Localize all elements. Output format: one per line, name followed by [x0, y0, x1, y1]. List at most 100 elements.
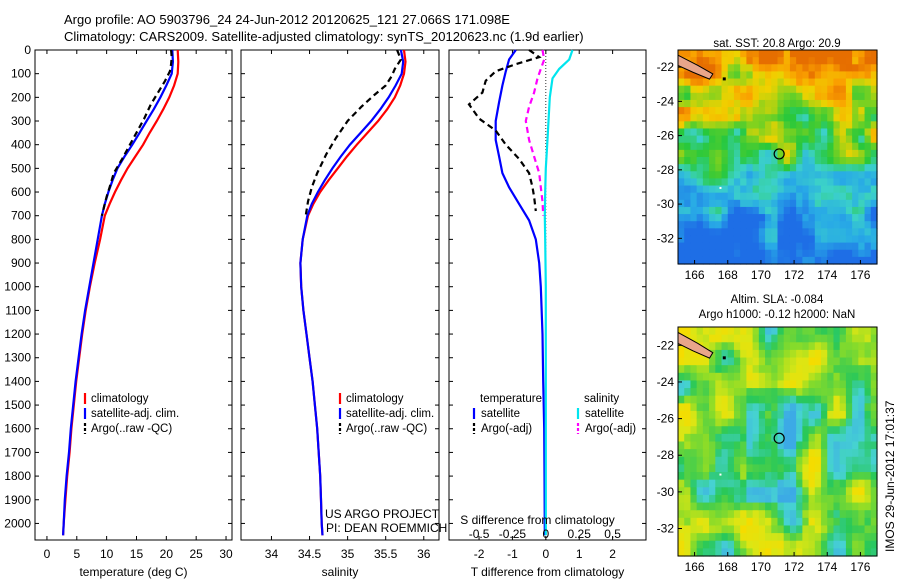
map-cell — [721, 71, 729, 80]
map-cell — [864, 464, 872, 473]
map-cell — [702, 214, 710, 222]
map-cell — [684, 142, 692, 151]
map-cell — [821, 85, 828, 94]
x-tick-label: 170 — [751, 560, 771, 574]
map-cell — [833, 380, 841, 389]
map-cell — [690, 418, 698, 427]
map-cell — [858, 206, 866, 215]
map-cell — [789, 171, 797, 179]
map-cell — [758, 99, 766, 108]
map-cell — [746, 242, 754, 251]
map-cell — [858, 142, 866, 151]
map-cell — [858, 157, 866, 165]
map-cell — [746, 327, 754, 336]
map-cell — [765, 464, 772, 473]
map-cell — [678, 365, 685, 374]
map-cell — [845, 525, 853, 534]
map-cell — [864, 199, 872, 208]
map-cell — [771, 487, 779, 496]
map-cell — [796, 256, 803, 265]
map-cell — [709, 533, 716, 542]
map-cell — [733, 380, 741, 389]
map-cell — [864, 157, 872, 165]
map-cell — [758, 548, 766, 557]
map-cell — [870, 494, 878, 504]
map-cell — [777, 149, 785, 158]
map-cell — [758, 418, 766, 427]
map-cell — [802, 380, 810, 389]
map-cell — [733, 57, 741, 65]
map-cell — [740, 199, 748, 208]
map-cell — [765, 472, 772, 481]
map-cell — [740, 372, 748, 382]
map-cell — [827, 517, 835, 527]
map-cell — [858, 85, 866, 94]
map-cell — [796, 433, 803, 443]
map-cell — [858, 50, 866, 58]
map-cell — [802, 164, 810, 172]
map-cell — [690, 107, 698, 115]
map-cell — [771, 114, 779, 122]
y-tick-label: 1100 — [5, 303, 31, 317]
map-cell — [839, 149, 847, 158]
map-cell — [814, 78, 822, 87]
map-cell — [821, 214, 828, 222]
map-cell — [808, 142, 816, 151]
map-cell — [802, 357, 810, 366]
map-cell — [777, 178, 785, 187]
map-cell — [796, 78, 803, 87]
map-cell — [845, 135, 853, 144]
map-cell — [845, 540, 853, 549]
map-cell — [746, 334, 754, 343]
map-cell — [746, 472, 754, 481]
map-cell — [827, 64, 835, 72]
map-cell — [702, 510, 710, 519]
map-cell — [721, 214, 729, 222]
map-cell — [821, 410, 828, 420]
map-cell — [808, 78, 816, 87]
map-cell — [733, 256, 741, 265]
map-cell — [827, 249, 835, 258]
map-cell — [870, 64, 878, 72]
map-cell — [796, 64, 803, 72]
map-cell — [684, 403, 692, 412]
map-cell — [777, 441, 785, 450]
map-cell — [696, 395, 704, 404]
map-cell — [746, 99, 754, 108]
map-cell — [789, 135, 797, 144]
map-cell — [821, 479, 828, 488]
y-tick-label: 900 — [11, 256, 31, 270]
map-cell — [864, 510, 872, 519]
map-cell — [839, 540, 847, 549]
map-cell — [827, 357, 835, 366]
x-tick-label: 0 — [44, 547, 51, 561]
map-cell — [827, 78, 835, 87]
map-cell — [852, 71, 859, 80]
y-tick-label: 1700 — [4, 445, 31, 459]
map-cell — [852, 357, 859, 366]
map-cell — [833, 349, 841, 359]
map-cell — [746, 206, 754, 215]
map-cell — [690, 185, 698, 194]
map-cell — [715, 334, 723, 343]
map-cell — [802, 479, 810, 488]
map-cell — [752, 92, 760, 101]
map-cell — [777, 114, 785, 122]
map-cell — [758, 327, 766, 336]
map-cell — [852, 92, 859, 101]
x-tick-label: 170 — [751, 268, 771, 282]
map-cell — [721, 85, 729, 94]
map-cell — [690, 372, 698, 382]
map-cell — [696, 449, 704, 458]
map-cell — [690, 327, 698, 336]
map-cell — [709, 510, 716, 519]
map-cell — [696, 548, 704, 557]
map-cell — [796, 426, 803, 435]
map-cell — [833, 449, 841, 458]
map-cell — [870, 327, 878, 336]
figure-title-line-2: Climatology: CARS2009. Satellite-adjuste… — [64, 29, 584, 44]
map-cell — [715, 479, 723, 488]
map-cell — [821, 449, 828, 458]
map-cell — [821, 426, 828, 435]
map-cell — [796, 249, 803, 258]
